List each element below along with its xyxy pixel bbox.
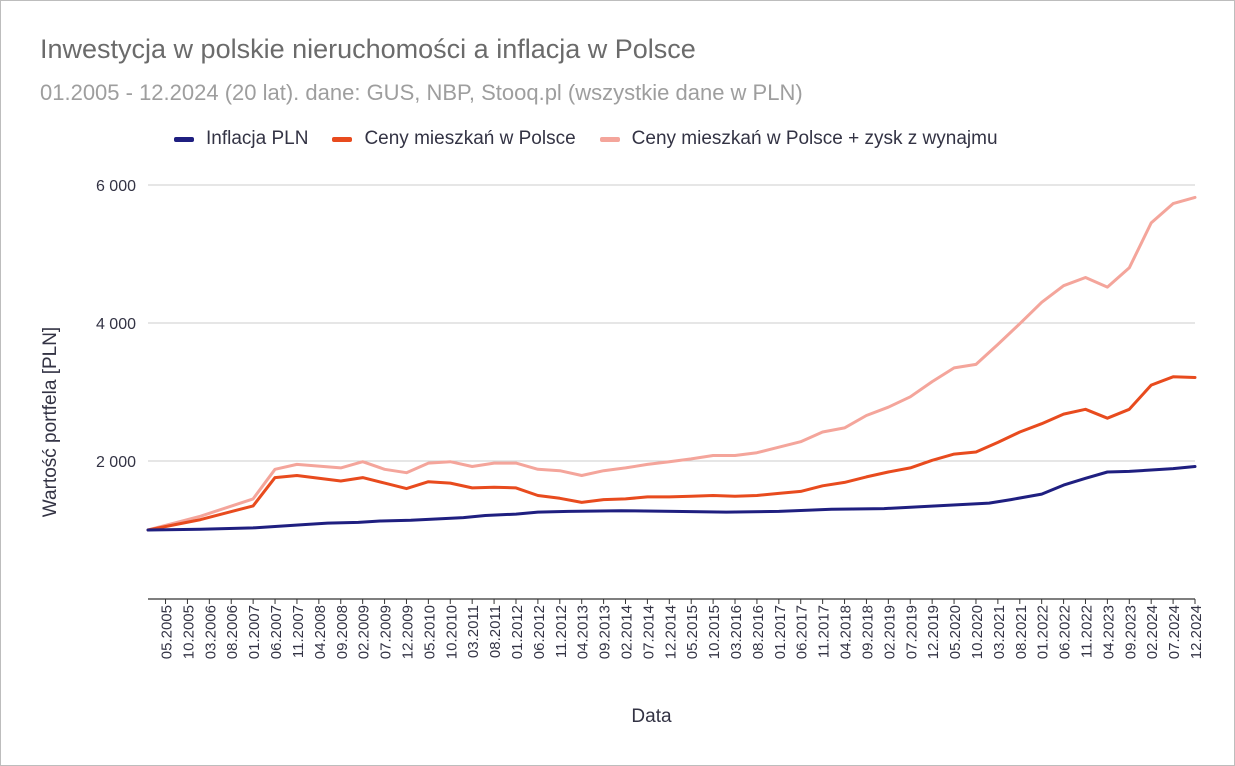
- x-tick-label: 11.2007: [290, 605, 307, 658]
- legend-item-inflation[interactable]: Inflacja PLN: [174, 128, 308, 150]
- x-tick-label: 03.2021: [991, 605, 1008, 659]
- x-tick-label: 02.2019: [881, 605, 898, 659]
- x-tick-label: 03.2011: [465, 605, 482, 658]
- x-tick-label: 07.2024: [1166, 605, 1183, 659]
- x-tick-label: 04.2023: [1100, 605, 1117, 659]
- x-tick-label: 04.2018: [838, 605, 855, 659]
- x-tick-label: 12.2009: [399, 605, 416, 659]
- axes: 2 000 4 000 6 000 05.2005 10.2005 03.2006 08.2…: [40, 178, 1205, 727]
- x-tick-label: 07.2014: [640, 605, 657, 659]
- x-tick-label: 06.2007: [268, 605, 285, 659]
- x-tick-label: 12.2014: [662, 605, 679, 659]
- x-tick-label: 03.2006: [202, 605, 219, 659]
- series-lines: [146, 195, 1197, 532]
- x-tick-label: 10.2020: [969, 605, 986, 659]
- x-tick-label: 05.2020: [947, 605, 964, 659]
- x-tick-label: 07.2009: [378, 605, 395, 659]
- x-tick-label: 01.2012: [509, 605, 526, 659]
- x-tick-label: 09.2008: [334, 605, 351, 659]
- x-tick-label: 06.2012: [531, 605, 548, 659]
- y-tick-label: 6 000: [96, 178, 136, 195]
- x-tick-label: 08.2011: [487, 605, 504, 658]
- x-tick-label: 10.2010: [443, 605, 460, 659]
- x-tick-label: 04.2008: [312, 605, 329, 659]
- x-tick-label: 02.2024: [1144, 605, 1161, 659]
- x-tick-label: 10.2005: [180, 605, 197, 659]
- legend-item-prices-rent[interactable]: Ceny mieszkań w Polsce + zysk z wynajmu: [599, 128, 998, 150]
- legend-label-prices-rent: Ceny mieszkań w Polsce + zysk z wynajmu: [631, 128, 998, 149]
- y-axis-title: Wartość portfela [PLN]: [40, 327, 61, 517]
- x-axis-title: Data: [631, 706, 672, 727]
- x-tick-label: 09.2018: [859, 605, 876, 659]
- x-tick-label: 01.2017: [772, 605, 789, 659]
- x-tick-label: 08.2016: [750, 605, 767, 659]
- x-tick-label: 05.2005: [159, 605, 176, 659]
- chart-subtitle: 01.2005 - 12.2024 (20 lat). dane: GUS, N…: [40, 80, 803, 105]
- legend-swatch-inflation: [174, 136, 194, 142]
- x-tick-label: 07.2019: [903, 605, 920, 659]
- x-tick-label: 02.2009: [356, 605, 373, 659]
- y-tick-label: 2 000: [96, 454, 136, 471]
- x-tick-label: 01.2022: [1035, 605, 1052, 659]
- x-tick-label: 05.2010: [421, 605, 438, 659]
- series-line-prices-rent: [146, 195, 1197, 532]
- x-tick-label: 04.2013: [575, 605, 592, 659]
- x-tick-label: 06.2022: [1057, 605, 1074, 659]
- legend-label-inflation: Inflacja PLN: [206, 128, 309, 149]
- x-tick-label: 05.2015: [684, 605, 701, 659]
- y-tick-label: 4 000: [96, 316, 136, 333]
- x-tick-label: 12.2019: [925, 605, 942, 659]
- series-line-prices: [146, 375, 1197, 532]
- legend-item-prices[interactable]: Ceny mieszkań w Polsce: [332, 128, 576, 150]
- legend-swatch-prices-rent: [599, 136, 620, 142]
- legend-swatch-prices: [332, 136, 353, 142]
- x-tick-label: 01.2007: [246, 605, 263, 659]
- x-tick-label: 11.2017: [816, 605, 833, 658]
- x-tick-label: 12.2024: [1188, 605, 1205, 659]
- x-tick-label: 11.2022: [1078, 605, 1095, 658]
- x-tick-label: 08.2006: [224, 605, 241, 659]
- x-tick-label: 06.2017: [794, 605, 811, 659]
- series-line-inflation: [146, 465, 1197, 532]
- x-tick-label: 11.2012: [553, 605, 570, 658]
- legend: Inflacja PLN Ceny mieszkań w Polsce Ceny…: [174, 128, 1022, 150]
- x-tick-label: 09.2013: [597, 605, 614, 659]
- legend-label-prices: Ceny mieszkań w Polsce: [364, 128, 576, 149]
- grid-lines: [148, 184, 1195, 462]
- x-tick-label: 03.2016: [728, 605, 745, 659]
- x-tick-label: 08.2021: [1013, 605, 1030, 659]
- chart-title: Inwestycja w polskie nieruchomości a inf…: [40, 34, 696, 64]
- x-tick-label: 02.2014: [619, 605, 636, 659]
- x-tick-label: 10.2015: [706, 605, 723, 659]
- x-tick-label: 09.2023: [1122, 605, 1139, 659]
